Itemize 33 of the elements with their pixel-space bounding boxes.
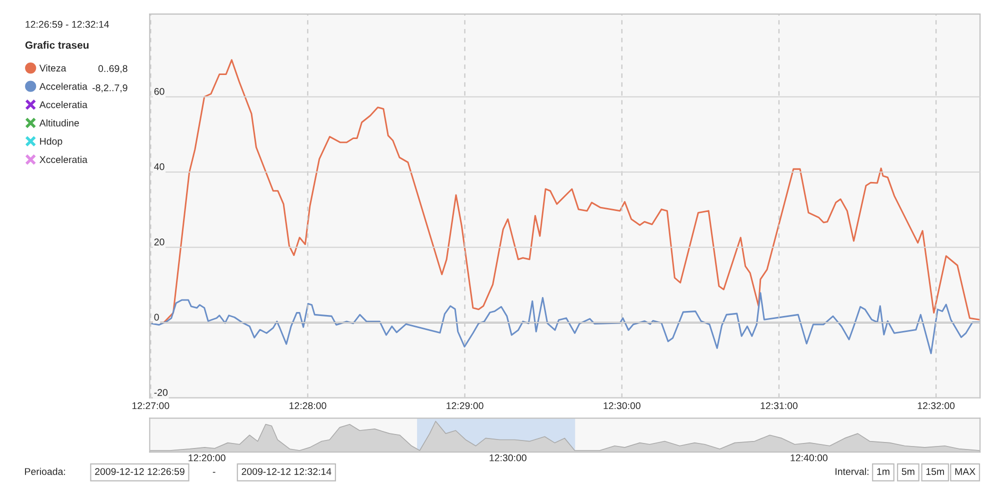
x-tick-label: 12:32:00 — [918, 402, 955, 410]
x-tick-label: 12:30:00 — [490, 454, 526, 462]
text: 5m — [902, 468, 914, 475]
text: 0..69,8 — [98, 65, 128, 74]
x-tick-label: 12:31:00 — [760, 402, 798, 410]
text: - — [212, 472, 216, 473]
text: 12:26:59 - 12:32:14 — [26, 20, 109, 28]
x-tick-label: 12:28:00 — [290, 402, 326, 410]
y-tick-label: 0 — [154, 314, 159, 321]
x-tick-label: 12:29:00 — [446, 402, 484, 410]
x-tick-label: 12:20:00 — [188, 454, 226, 462]
text: Perioada: — [25, 468, 65, 475]
text: 2009-12-12 12:26:59 — [95, 468, 184, 475]
y-tick-label: -20 — [154, 389, 168, 396]
text: MAX — [955, 468, 976, 475]
text: Grafic traseu — [25, 41, 89, 49]
y-tick-label: 40 — [154, 163, 164, 170]
legend-label: Viteza — [39, 64, 66, 72]
text: 1m — [877, 468, 890, 475]
x-tick-label: 12:40:00 — [790, 454, 828, 462]
legend-label: Altitudine — [39, 119, 79, 126]
y-tick-label: 20 — [154, 238, 164, 246]
legend-label: Acceleratia — [39, 101, 88, 108]
text: Interval: — [836, 468, 868, 475]
x-tick-label: 12:27:00 — [132, 402, 170, 410]
x-tick-label: 12:30:00 — [604, 402, 640, 410]
text: 15m — [926, 468, 944, 475]
legend-label: Hdop — [40, 138, 62, 147]
text: 2009-12-12 12:32:14 — [242, 468, 332, 475]
text: -8,2..7,9 — [92, 84, 128, 92]
legend-label: Xcceleratia — [40, 156, 88, 164]
legend-label: Acceleratia — [39, 82, 88, 90]
y-tick-label: 60 — [154, 88, 164, 95]
